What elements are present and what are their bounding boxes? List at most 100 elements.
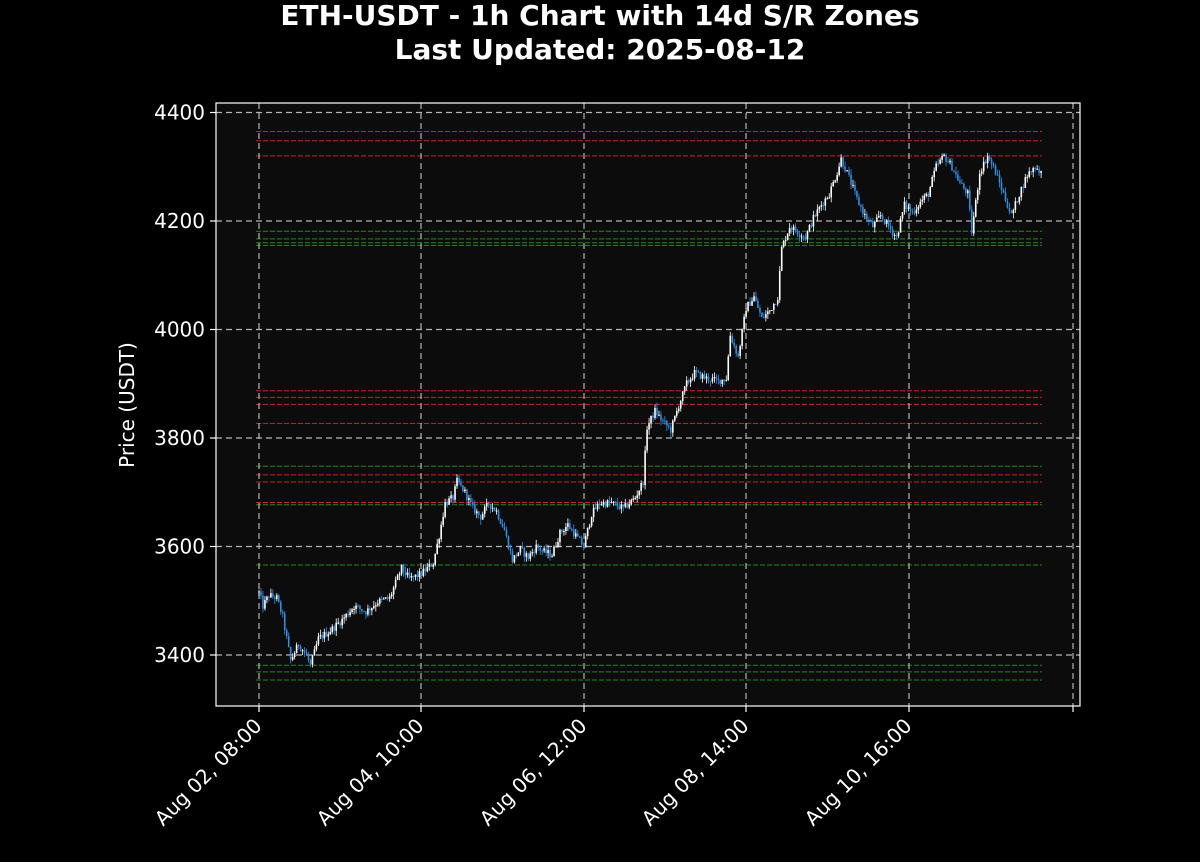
candle-body-49 bbox=[355, 605, 357, 610]
candle-body-218 bbox=[689, 379, 692, 383]
candle-body-240 bbox=[733, 342, 735, 346]
candle-body-340 bbox=[931, 177, 933, 188]
candle-body-28 bbox=[313, 649, 316, 656]
candle-body-166 bbox=[586, 527, 589, 537]
candle-body-343 bbox=[937, 163, 939, 165]
candle-body-314 bbox=[879, 215, 882, 217]
candle-body-372 bbox=[994, 165, 997, 175]
candle-body-176 bbox=[606, 500, 609, 507]
candle-body-149 bbox=[553, 546, 555, 557]
candle-body-89 bbox=[434, 553, 437, 565]
candle-body-286 bbox=[824, 198, 827, 206]
candle-body-61 bbox=[378, 598, 381, 604]
candle-body-120 bbox=[495, 510, 498, 512]
candle-body-12 bbox=[281, 612, 284, 614]
candle-body-38 bbox=[333, 626, 336, 631]
candle-body-231 bbox=[715, 376, 718, 379]
candle-body-152 bbox=[559, 529, 561, 543]
candle-body-297 bbox=[846, 170, 848, 172]
candle-body-285 bbox=[822, 205, 825, 207]
candle-body-65 bbox=[386, 597, 389, 599]
candle-body-305 bbox=[862, 206, 864, 215]
candle-body-36 bbox=[329, 632, 332, 634]
candle-body-263 bbox=[778, 270, 781, 301]
candle-body-178 bbox=[610, 502, 613, 504]
candle-body-309 bbox=[870, 220, 872, 222]
candle-body-294 bbox=[840, 157, 842, 167]
candle-body-220 bbox=[693, 369, 696, 379]
candle-body-175 bbox=[604, 502, 607, 507]
candle-body-202 bbox=[658, 414, 660, 416]
candle-body-18 bbox=[293, 653, 296, 658]
candle-body-364 bbox=[978, 173, 981, 190]
candle-body-303 bbox=[858, 197, 860, 206]
candle-body-238 bbox=[729, 335, 732, 357]
candle-body-191 bbox=[636, 495, 638, 499]
candle-body-124 bbox=[503, 527, 506, 531]
candle-body-321 bbox=[893, 234, 896, 236]
candle-body-284 bbox=[820, 205, 823, 208]
candle-body-58 bbox=[373, 606, 375, 609]
candle-body-121 bbox=[497, 510, 500, 520]
candle-body-345 bbox=[941, 155, 943, 160]
candle-body-260 bbox=[773, 303, 775, 310]
candle-body-17 bbox=[291, 657, 294, 660]
candle-body-15 bbox=[287, 636, 290, 647]
candle-body-362 bbox=[974, 199, 977, 217]
candle-body-79 bbox=[414, 574, 417, 577]
candle-body-134 bbox=[523, 547, 526, 557]
candle-body-247 bbox=[747, 301, 749, 311]
candle-body-356 bbox=[963, 183, 965, 189]
candle-body-256 bbox=[765, 314, 767, 318]
candle-body-338 bbox=[927, 193, 930, 197]
candle-body-219 bbox=[691, 378, 694, 380]
candle-body-210 bbox=[674, 415, 676, 421]
candle-body-190 bbox=[634, 498, 636, 500]
candle-body-229 bbox=[711, 378, 714, 382]
candle-body-2 bbox=[262, 595, 264, 609]
candle-body-197 bbox=[648, 423, 650, 430]
candle-body-90 bbox=[436, 543, 438, 554]
candle-body-292 bbox=[836, 175, 838, 181]
candle-body-327 bbox=[905, 201, 908, 209]
candle-body-20 bbox=[297, 644, 300, 647]
candle-body-225 bbox=[703, 374, 706, 379]
candle-body-42 bbox=[341, 618, 343, 626]
candle-body-244 bbox=[741, 329, 743, 347]
candle-body-335 bbox=[921, 199, 924, 202]
candle-body-16 bbox=[289, 646, 292, 660]
candle-body-50 bbox=[357, 605, 359, 607]
candle-body-177 bbox=[608, 500, 611, 503]
candle-body-131 bbox=[517, 552, 520, 557]
candle-body-87 bbox=[430, 563, 433, 567]
candle-body-211 bbox=[675, 410, 678, 416]
candle-body-155 bbox=[565, 527, 567, 532]
candle-body-341 bbox=[933, 170, 935, 178]
candle-body-277 bbox=[806, 231, 809, 240]
candle-body-160 bbox=[575, 533, 577, 537]
candle-body-109 bbox=[474, 504, 476, 514]
candle-body-195 bbox=[644, 450, 646, 486]
candle-body-193 bbox=[640, 482, 642, 491]
candle-body-14 bbox=[285, 629, 288, 637]
candle-body-84 bbox=[424, 568, 427, 572]
candle-body-350 bbox=[951, 160, 953, 171]
grid-layer bbox=[216, 103, 1080, 706]
candle-body-52 bbox=[361, 609, 363, 611]
candle-body-241 bbox=[735, 345, 737, 354]
candle-body-322 bbox=[895, 234, 898, 237]
candle-body-123 bbox=[501, 523, 504, 528]
candle-body-245 bbox=[743, 316, 745, 330]
candle-body-159 bbox=[573, 529, 575, 537]
candle-body-167 bbox=[588, 525, 591, 528]
candle-body-377 bbox=[1004, 192, 1007, 201]
candle-body-97 bbox=[450, 495, 452, 499]
candle-body-26 bbox=[309, 660, 312, 665]
candle-body-252 bbox=[757, 300, 759, 309]
candle-body-144 bbox=[543, 548, 545, 551]
candle-body-130 bbox=[515, 555, 518, 557]
candle-body-254 bbox=[761, 312, 763, 317]
candle-body-37 bbox=[331, 626, 334, 633]
candle-body-171 bbox=[596, 503, 599, 510]
candle-body-55 bbox=[367, 608, 369, 615]
